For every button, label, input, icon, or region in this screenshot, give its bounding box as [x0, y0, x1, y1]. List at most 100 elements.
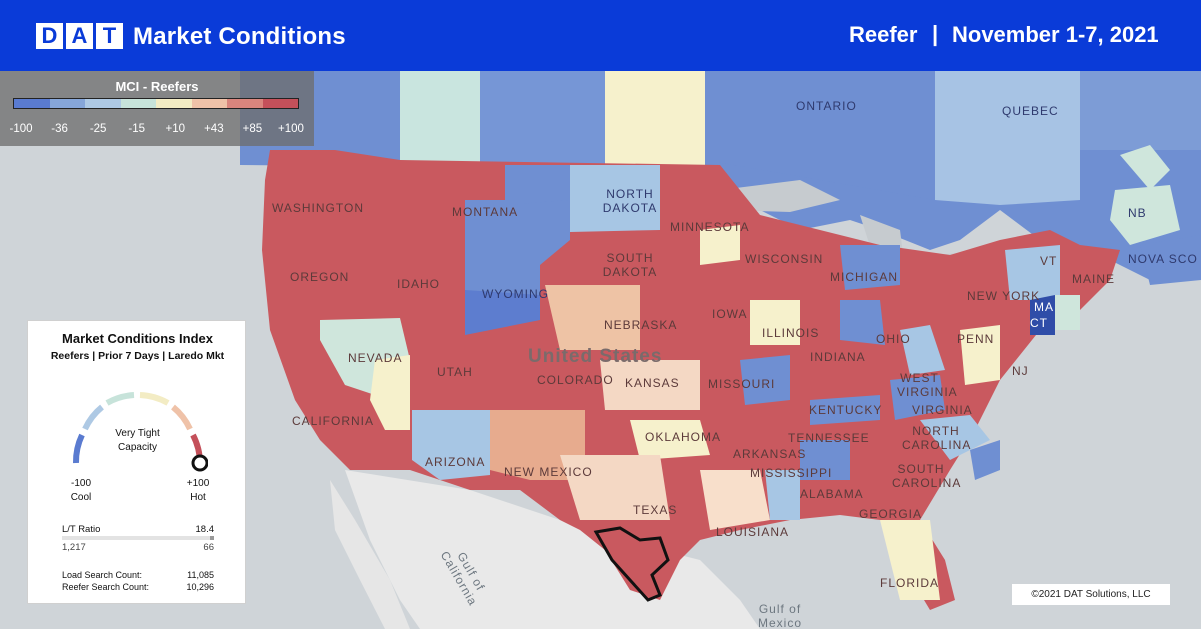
date-range: November 1-7, 2021: [952, 22, 1159, 47]
legend-tick-label: -100: [9, 123, 33, 135]
legend-tick-label: -36: [51, 123, 68, 135]
region-maritime: [1120, 145, 1170, 190]
state-label: MINNESOTA: [670, 220, 750, 234]
mci-gauge: [73, 392, 208, 472]
state-label: SOUTH DAKOTA: [602, 251, 658, 279]
region-ohio-east: [900, 325, 945, 375]
state-label: VT: [1040, 254, 1058, 268]
state-label: UTAH: [437, 365, 473, 379]
region-alberta: [480, 71, 605, 165]
region-oklahoma: [630, 420, 710, 460]
region-new-mexico: [490, 410, 585, 480]
gauge-needle: [191, 454, 208, 472]
app-title: Market Conditions: [133, 23, 346, 50]
load-search-label: Load Search Count:: [62, 570, 143, 580]
state-label: MAINE: [1072, 272, 1116, 286]
state-label: WASHINGTON: [272, 201, 365, 215]
load-search-value: 11,085: [187, 570, 214, 580]
region-wyoming-west: [465, 200, 570, 300]
region-saskatchewan: [605, 71, 705, 165]
state-label: MA: [1034, 300, 1054, 314]
legend-color-swatch: [85, 99, 121, 108]
state-label: COLORADO: [537, 373, 614, 387]
state-label: OREGON: [290, 270, 350, 284]
state-label: MISSISSIPPI: [750, 466, 833, 480]
state-label: INDIANA: [810, 350, 866, 364]
legend-tick-label: -15: [128, 123, 146, 135]
state-label: OHIO: [876, 332, 911, 346]
legend-color-swatch: [14, 99, 50, 108]
region-montana-east: [505, 165, 570, 205]
region-mississippi: [765, 470, 800, 520]
region-labrador: [1080, 71, 1201, 150]
gauge-min-value: -100: [70, 478, 91, 489]
gauge-max-value: +100: [186, 478, 210, 489]
state-label: NORTH CAROLINA: [902, 424, 972, 452]
state-label: ILLINOIS: [762, 326, 820, 340]
lt-ratio-bar: [62, 536, 214, 540]
logo-letter: D: [36, 23, 63, 49]
region-nova-scotia: [1140, 235, 1201, 285]
region-illinois-north: [750, 300, 800, 345]
region-texas-west: [560, 455, 670, 520]
gauge-max-label: Hot: [190, 492, 206, 503]
province-label: NB: [1128, 206, 1147, 220]
region-indiana-north: [840, 300, 885, 345]
state-label: SOUTH CAROLINA: [892, 462, 962, 490]
market-map[interactable]: United States WASHINGTON MONTANA NORTH D…: [0, 71, 1201, 629]
state-label: NEBRASKA: [604, 318, 678, 332]
state-label: NORTH DAKOTA: [602, 187, 658, 215]
map-canvas: [0, 71, 1201, 629]
state-label: CT: [1030, 316, 1048, 330]
region-nevada-south: [370, 355, 410, 430]
region-bc-north: [400, 71, 480, 165]
province-label: NOVA SCO: [1128, 252, 1198, 266]
gauge-arc-tight: [171, 404, 193, 431]
region-penn-east: [960, 325, 1000, 385]
state-label: CALIFORNIA: [292, 414, 375, 428]
legend-color-swatch: [120, 99, 156, 108]
state-label: IDAHO: [397, 277, 441, 291]
state-label: ARIZONA: [425, 455, 486, 469]
gauge-arc-cool: [73, 433, 85, 464]
laredo-market-outline[interactable]: [593, 526, 670, 602]
state-label: NEVADA: [348, 351, 403, 365]
state-label: FLORIDA: [880, 576, 940, 590]
legend-color-swatch: [262, 99, 298, 108]
region-florida: [880, 520, 940, 600]
gauge-status-line2: Capacity: [118, 442, 157, 453]
legend-color-swatch: [49, 99, 85, 108]
market-conditions-card: Market Conditions Index Reefers | Prior …: [27, 320, 246, 604]
gauge-min-label: Cool: [70, 492, 92, 503]
state-label: IOWA: [712, 307, 748, 321]
gauge-status-line1: Very Tight: [115, 428, 160, 439]
region-west-virginia: [890, 375, 945, 420]
legend-tick-label: +43: [204, 123, 224, 135]
gauge-status: Very Tight Capacity: [28, 427, 247, 455]
state-label: WYOMING: [482, 287, 549, 301]
region-north-dakota: [570, 165, 660, 232]
trucks-count: 66: [203, 542, 214, 553]
state-label: MISSOURI: [708, 377, 776, 391]
state-label: NEW MEXICO: [504, 465, 593, 479]
region-kentucky: [810, 395, 880, 425]
region-michigan: [840, 245, 900, 290]
header-bar: D A T Market Conditions Reefer | Novembe…: [0, 0, 1201, 71]
gauge-arc-warm: [139, 392, 170, 406]
state-label: TEXAS: [633, 503, 678, 517]
state-label: LOUISIANA: [716, 525, 790, 539]
legend-color-swatch: [156, 99, 192, 108]
region-vermont: [1005, 245, 1060, 300]
state-label: KANSAS: [625, 376, 680, 390]
dat-logo: D A T: [36, 23, 123, 49]
legend-tick-label: +85: [242, 123, 263, 135]
region-missouri-east: [740, 355, 790, 405]
region-carolina-coast: [970, 440, 1000, 480]
reefer-search-label: Reefer Search Count:: [62, 582, 150, 592]
region-nebraska-west: [545, 285, 640, 350]
region-north-carolina: [920, 415, 990, 460]
state-label: OKLAHOMA: [645, 430, 722, 444]
country-label-us: United States: [528, 346, 663, 367]
region-quebec: [935, 71, 1080, 205]
